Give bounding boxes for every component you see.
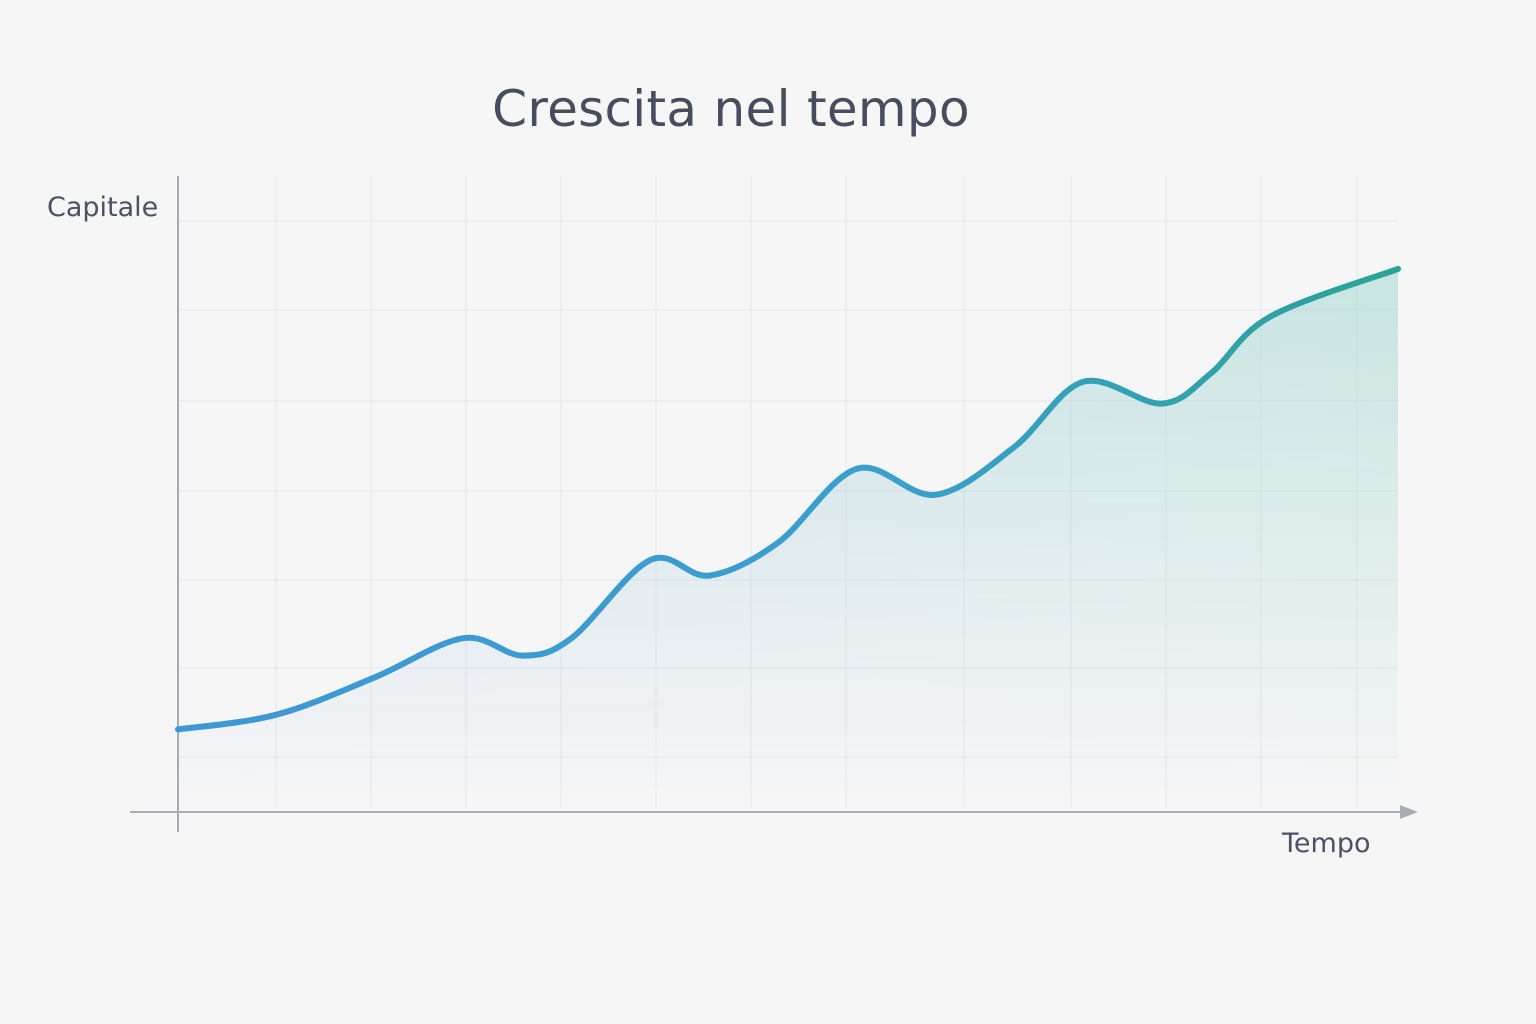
chart-title: Crescita nel tempo <box>492 80 970 138</box>
y-axis-label: Capitale <box>47 192 159 223</box>
x-axis-label: Tempo <box>1282 828 1371 859</box>
series-line <box>175 265 1401 733</box>
x-axis-arrow <box>1400 805 1418 819</box>
series-area <box>178 268 1398 812</box>
